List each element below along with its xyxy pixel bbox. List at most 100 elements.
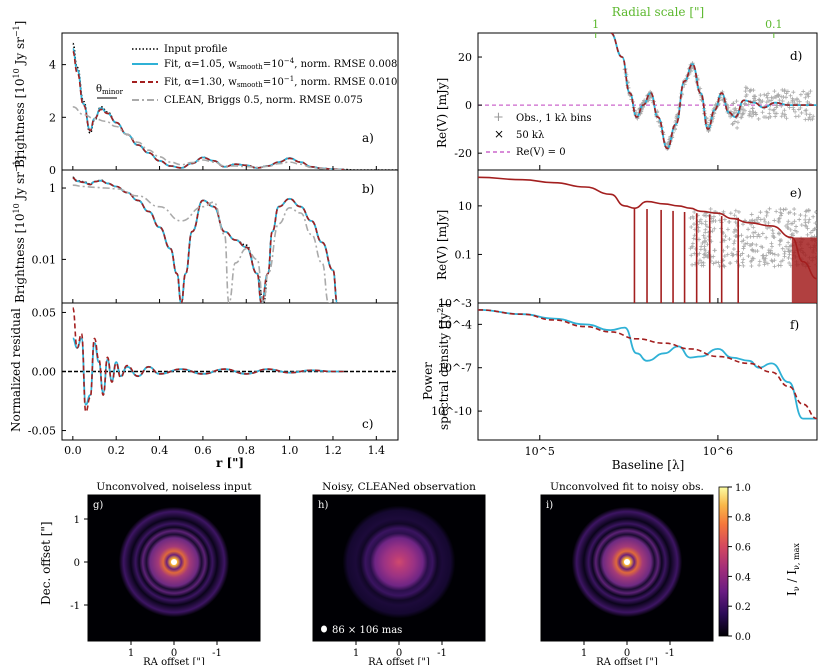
panel-e-obs-point	[769, 241, 774, 246]
panel-e-obs-point	[740, 260, 745, 265]
panel-d-obs-point	[734, 99, 739, 104]
panel-d-obs-point	[769, 98, 774, 103]
panel-e-obs-point	[732, 213, 737, 218]
panel-d-obs-point	[762, 92, 767, 97]
panel-d-obs-point	[803, 108, 808, 113]
panel-d-obs-point	[806, 94, 811, 99]
panel-e-obs-point	[805, 226, 810, 231]
panel-e-obs-point	[774, 209, 779, 214]
panel-e-obs-point	[746, 254, 751, 259]
panel-e-obs-point	[766, 248, 771, 253]
panel-e-obs-point	[765, 226, 770, 231]
panel-e-obs-point	[786, 247, 791, 252]
panel-e-obs-point	[701, 213, 706, 218]
panel-e-obs-point	[797, 217, 802, 222]
panel-e-obs-point	[723, 234, 728, 239]
panel-d-obs-point	[779, 103, 784, 108]
image-ytick-label: 0	[74, 558, 80, 569]
image-xtick-label: 1	[353, 648, 359, 659]
panel-c-xtick-label: 1.4	[368, 444, 386, 457]
left-axis-ticks: 0 2 4 1 0.01 0.05 0.00 -0.05 0.0 0.2 0.4 0.6 0.8 1.0 1…	[28, 59, 385, 457]
panel-f-series-1	[478, 309, 817, 420]
legend-a-fit2-label: Fit, α=1.30, wsmooth=10−1, norm. RMSE 0.…	[164, 75, 397, 89]
image-i-letter: i)	[546, 500, 553, 511]
panel-d-obs-point	[764, 93, 769, 98]
panel-c-xtick-label: 0.2	[107, 444, 125, 457]
panel-e-obs-point	[691, 236, 696, 241]
panel-e-obs-point	[768, 248, 773, 253]
panel-e-obs-point	[728, 211, 733, 216]
panel-d-obs-point	[801, 89, 806, 94]
panel-e-obs-point	[746, 227, 751, 232]
panel-d-obs-point	[779, 114, 784, 119]
panel-e-obs-point	[731, 252, 736, 257]
panel-e-obs-point	[703, 227, 708, 232]
panel-e-obs-point	[701, 233, 706, 238]
panel-d-obs-point	[766, 91, 771, 96]
panel-e-obs-point	[745, 241, 750, 246]
panel-e-obs-point	[778, 207, 783, 212]
colorbar-tick-label: 0.8	[735, 513, 751, 524]
panel-e-obs-point	[763, 219, 768, 224]
panel-e-obs-point	[770, 233, 775, 238]
panel-d-obs-point	[760, 99, 765, 104]
panel-e-obs-point	[770, 228, 775, 233]
panel-e-obs-point	[697, 219, 702, 224]
panel-e-obs-point	[698, 247, 703, 252]
panel-e-obs-point	[781, 207, 786, 212]
panel-a-ytick-label: 0	[49, 164, 56, 177]
panel-f-plot	[478, 309, 817, 420]
panel-d-obs-point	[738, 115, 743, 120]
panel-d-obs-point	[745, 86, 750, 91]
panel-e-obs-point	[692, 222, 697, 227]
panel-d-obs-point	[730, 121, 735, 126]
panel-e-obs-point	[785, 222, 790, 227]
panel-d-obs-point	[747, 111, 752, 116]
panel-e-obs-point	[731, 241, 736, 246]
panel-e-obs-point	[751, 230, 756, 235]
panel-e-obs-point	[747, 243, 752, 248]
panel-e-obs-point	[705, 242, 710, 247]
panel-e-obs-point	[688, 246, 693, 251]
panel-a-ytick-label: 4	[49, 59, 56, 72]
beam-label: 86 × 106 mas	[332, 625, 402, 636]
colorbar-ticks: 1.0 0.8 0.6 0.4 0.2 0.0	[728, 483, 751, 643]
panel-d-obs-point	[782, 108, 787, 113]
panel-e-obs-point	[792, 211, 797, 216]
panel-b-series-0	[72, 176, 339, 303]
panel-e-obs-point	[792, 207, 797, 212]
panel-c-ylabel: Normalized residual	[9, 308, 23, 432]
panel-d-ytick-label: -20	[454, 147, 472, 160]
image-ticks: 1 0 -1 RA offset ["] 1 0 -1 RA offset ["] 1 0 -1 RA…	[70, 515, 675, 665]
panel-d-obs-point	[750, 106, 755, 111]
panel-c-ytick-label: -0.05	[28, 425, 56, 438]
panel-e-obs-point	[786, 255, 791, 260]
top-axis-tick-label: 0.1	[765, 18, 783, 31]
panel-e-fit	[478, 176, 817, 280]
panel-e-obs-point	[712, 248, 717, 253]
panel-d-obs-point	[731, 101, 736, 106]
panel-b-series-1	[72, 177, 339, 303]
panel-d-obs-point	[746, 102, 751, 107]
legend-d: + Obs., 1 kλ bins × 50 kλ Re(V) = 0	[486, 110, 592, 158]
panel-e-obs-point	[789, 221, 794, 226]
panel-e-obs-point	[790, 233, 795, 238]
top-axis-label: Radial scale ["]	[612, 5, 704, 19]
panel-e-obs-point	[807, 217, 812, 222]
panel-e-obs-point	[792, 219, 797, 224]
panel-e-obs-point	[751, 234, 756, 239]
panel-d-obs-point	[785, 89, 790, 94]
panel-c-xtick-label: 0.4	[151, 444, 169, 457]
panel-e-obs-point	[768, 251, 773, 256]
panel-d-obs-point	[798, 92, 803, 97]
panel-d-ytick-label: 0	[465, 99, 472, 112]
panel-c-series-1	[72, 306, 344, 413]
panel-a-letter: a)	[362, 131, 374, 145]
panel-e-obs-point	[757, 263, 762, 268]
panel-e-obs-point	[722, 264, 727, 269]
panel-e-obs-point	[776, 253, 781, 258]
panel-e-obs-point	[732, 229, 737, 234]
panel-d-obs-point	[804, 92, 809, 97]
panel-e-obs-point	[692, 251, 697, 256]
